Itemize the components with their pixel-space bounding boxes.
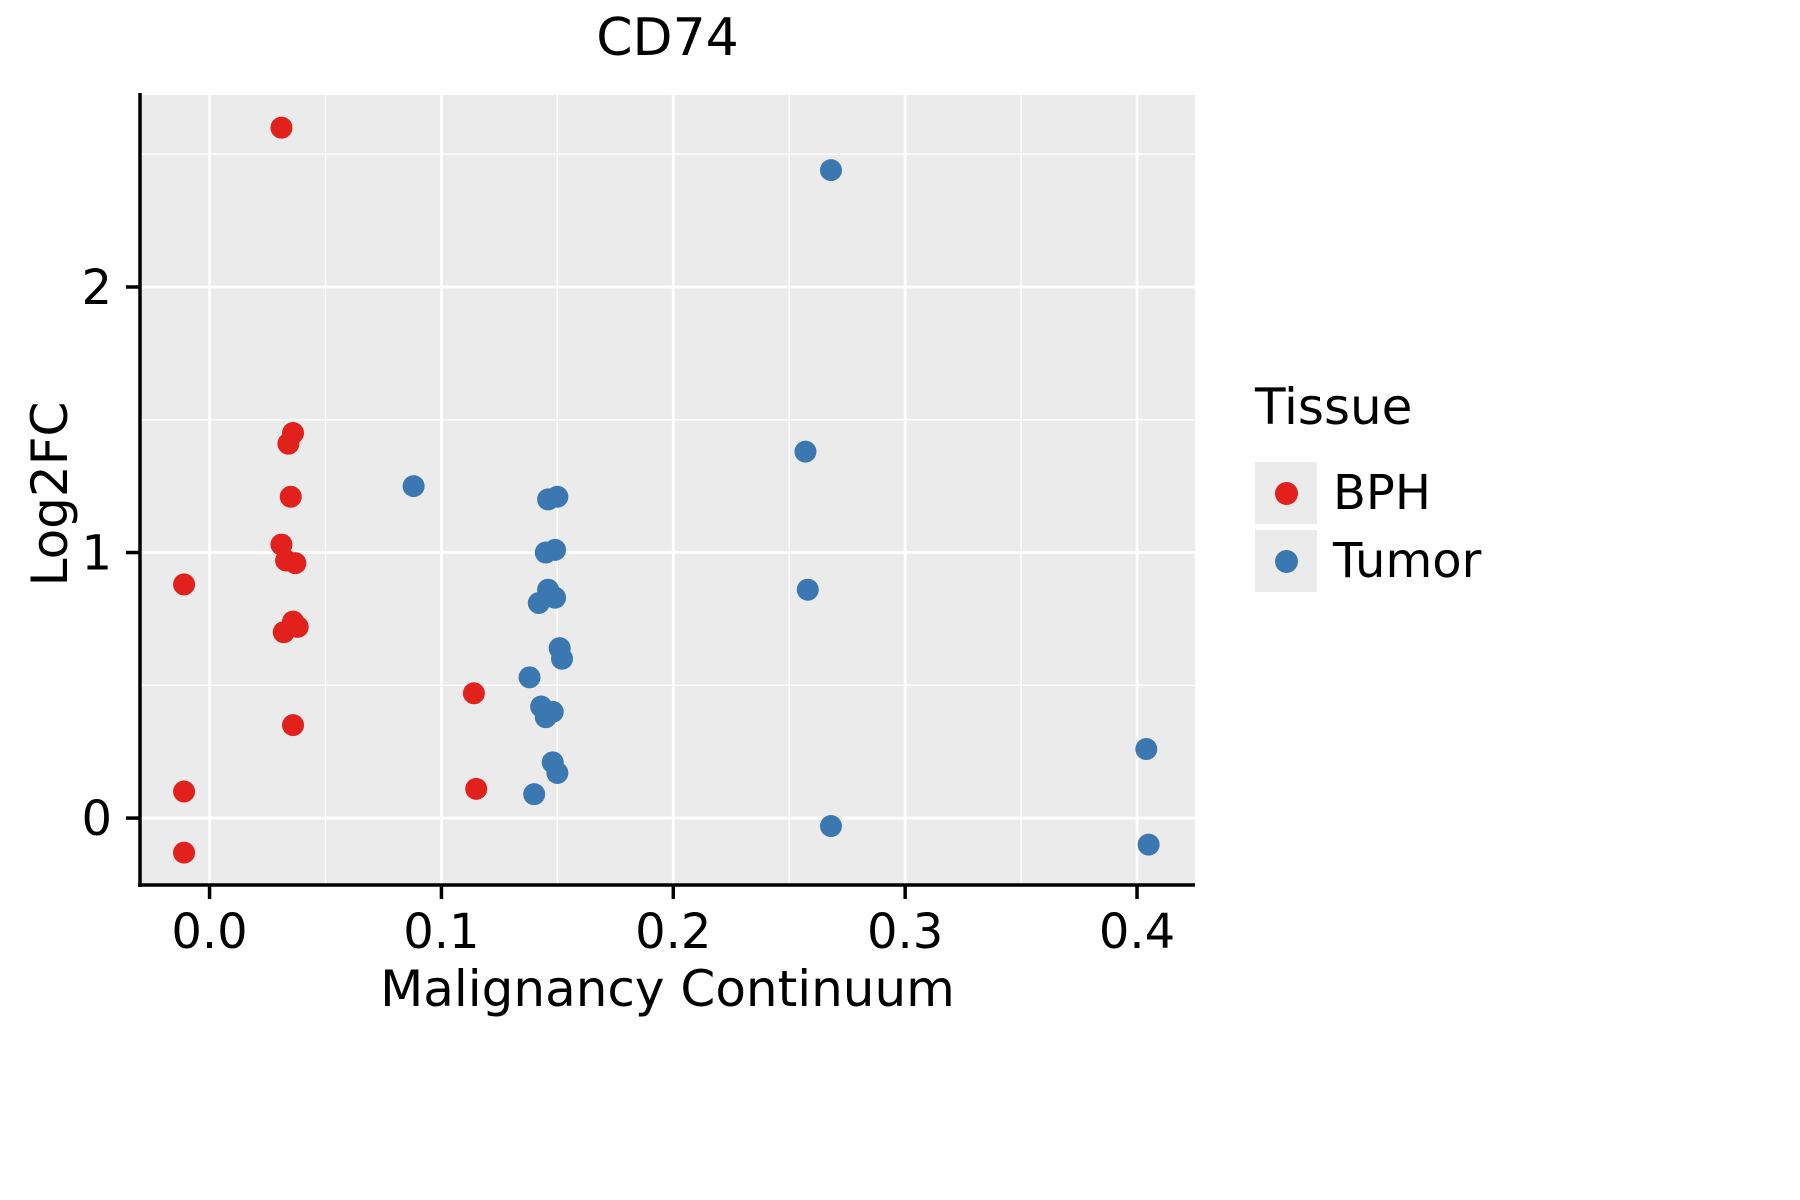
x-tick-label: 0.4 — [1099, 904, 1175, 960]
legend-item-label: BPH — [1333, 465, 1431, 521]
legend-items: BPH Tumor — [1255, 462, 1481, 592]
point-bph — [173, 841, 196, 864]
point-bph — [279, 485, 302, 508]
point-bph — [282, 714, 305, 737]
legend-item-label: Tumor — [1333, 533, 1482, 589]
x-tick-label: 0.2 — [635, 904, 711, 960]
point-tumor — [544, 586, 567, 609]
legend-key-swatch — [1255, 530, 1317, 592]
y-tick-label: 2 — [81, 260, 112, 316]
legend-key-swatch — [1255, 462, 1317, 524]
point-tumor — [819, 815, 842, 838]
y-axis-label: Log2FC — [21, 401, 79, 587]
point-tumor — [794, 440, 817, 463]
point-tumor — [551, 647, 573, 670]
x-tick-label: 0.3 — [867, 904, 943, 960]
point-tumor — [518, 666, 541, 689]
legend-title: Tissue — [1255, 378, 1413, 436]
point-bph — [173, 780, 196, 803]
chart-title: CD74 — [596, 8, 739, 68]
y-tick-label: 0 — [81, 791, 112, 847]
point-tumor — [819, 159, 842, 182]
point-tumor — [546, 761, 569, 784]
point-bph — [270, 116, 293, 139]
point-tumor — [523, 783, 546, 806]
x-tick-label: 0.1 — [403, 904, 479, 960]
point-tumor — [544, 538, 567, 561]
point-tumor — [1137, 833, 1160, 856]
legend-item-bph: BPH — [1255, 462, 1481, 524]
point-bph — [465, 777, 488, 800]
point-tumor — [402, 475, 425, 498]
point-tumor — [541, 700, 564, 723]
y-tick-label: 1 — [81, 526, 112, 582]
x-axis-label: Malignancy Continuum — [380, 960, 955, 1018]
x-tick-label: 0.0 — [171, 904, 247, 960]
point-tumor — [1135, 738, 1158, 761]
point-bph — [462, 682, 485, 705]
legend-dot-icon — [1274, 549, 1298, 573]
legend-dot-icon — [1274, 481, 1298, 505]
point-tumor — [546, 485, 569, 508]
point-bph — [173, 573, 196, 596]
point-bph — [277, 432, 300, 455]
point-bph — [286, 615, 309, 638]
panel-background — [140, 95, 1195, 885]
point-tumor — [796, 578, 819, 601]
legend: Tissue BPH Tumor — [1255, 378, 1481, 598]
point-bph — [284, 552, 307, 575]
legend-item-tumor: Tumor — [1255, 530, 1481, 592]
